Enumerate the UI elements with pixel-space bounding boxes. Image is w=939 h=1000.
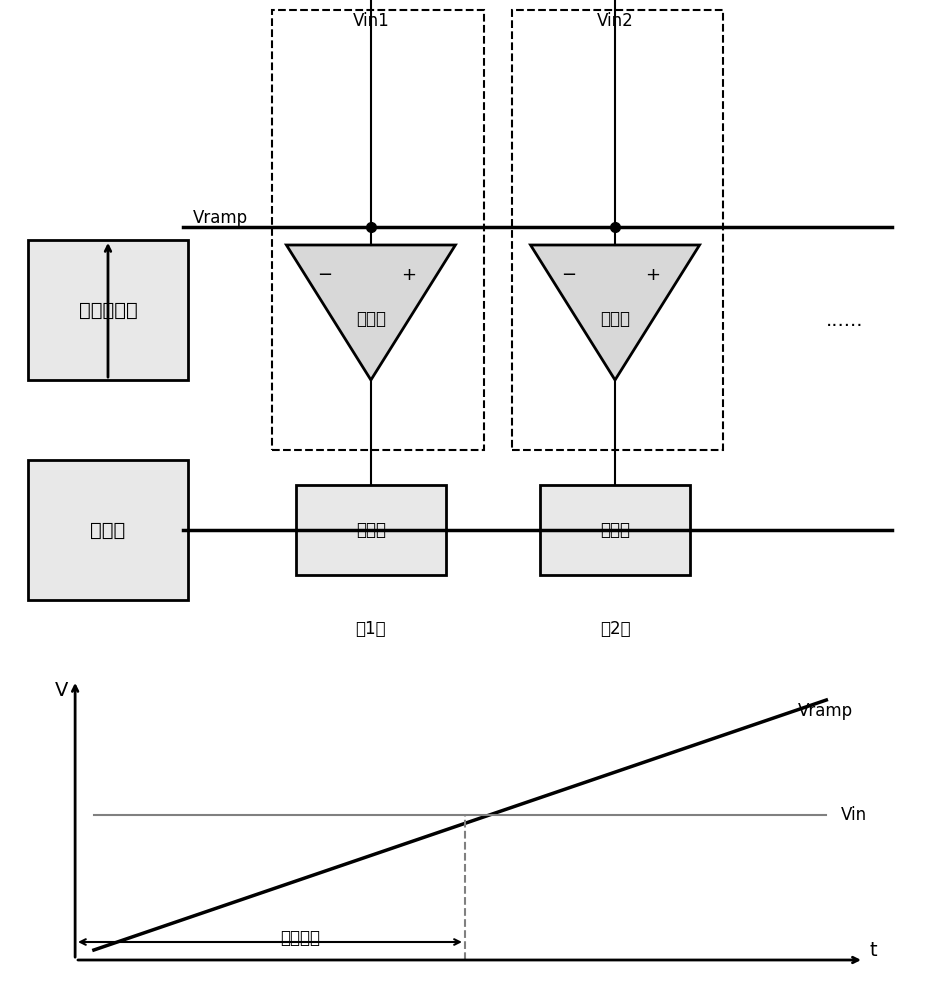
Bar [512,10,723,450]
Text: 第2列: 第2列 [600,620,630,638]
Text: 比较器: 比较器 [356,310,386,328]
Text: 比较器: 比较器 [600,310,630,328]
FancyBboxPatch shape [28,240,188,380]
Polygon shape [531,245,700,380]
Text: 第1列: 第1列 [356,620,386,638]
Text: V: V [54,680,68,700]
Text: Vin: Vin [840,806,867,824]
Text: 计数器值: 计数器值 [281,929,320,947]
Text: Vramp: Vramp [192,209,248,227]
FancyBboxPatch shape [28,460,188,600]
Text: 寄存器: 寄存器 [600,521,630,539]
Text: Vin2: Vin2 [596,12,634,30]
Text: +: + [646,266,660,284]
FancyBboxPatch shape [296,485,446,575]
Text: −: − [561,266,577,284]
Polygon shape [286,245,455,380]
Text: 寄存器: 寄存器 [356,521,386,539]
Text: −: − [316,266,332,284]
FancyBboxPatch shape [540,485,690,575]
Text: ......: ...... [826,310,864,330]
Text: 计数器: 计数器 [90,520,126,539]
Text: 斜坡发生器: 斜坡发生器 [79,300,137,320]
Text: Vramp: Vramp [798,702,854,720]
Text: Vin1: Vin1 [352,12,390,30]
Text: t: t [870,940,877,960]
Bar [272,10,484,450]
Text: +: + [402,266,416,284]
